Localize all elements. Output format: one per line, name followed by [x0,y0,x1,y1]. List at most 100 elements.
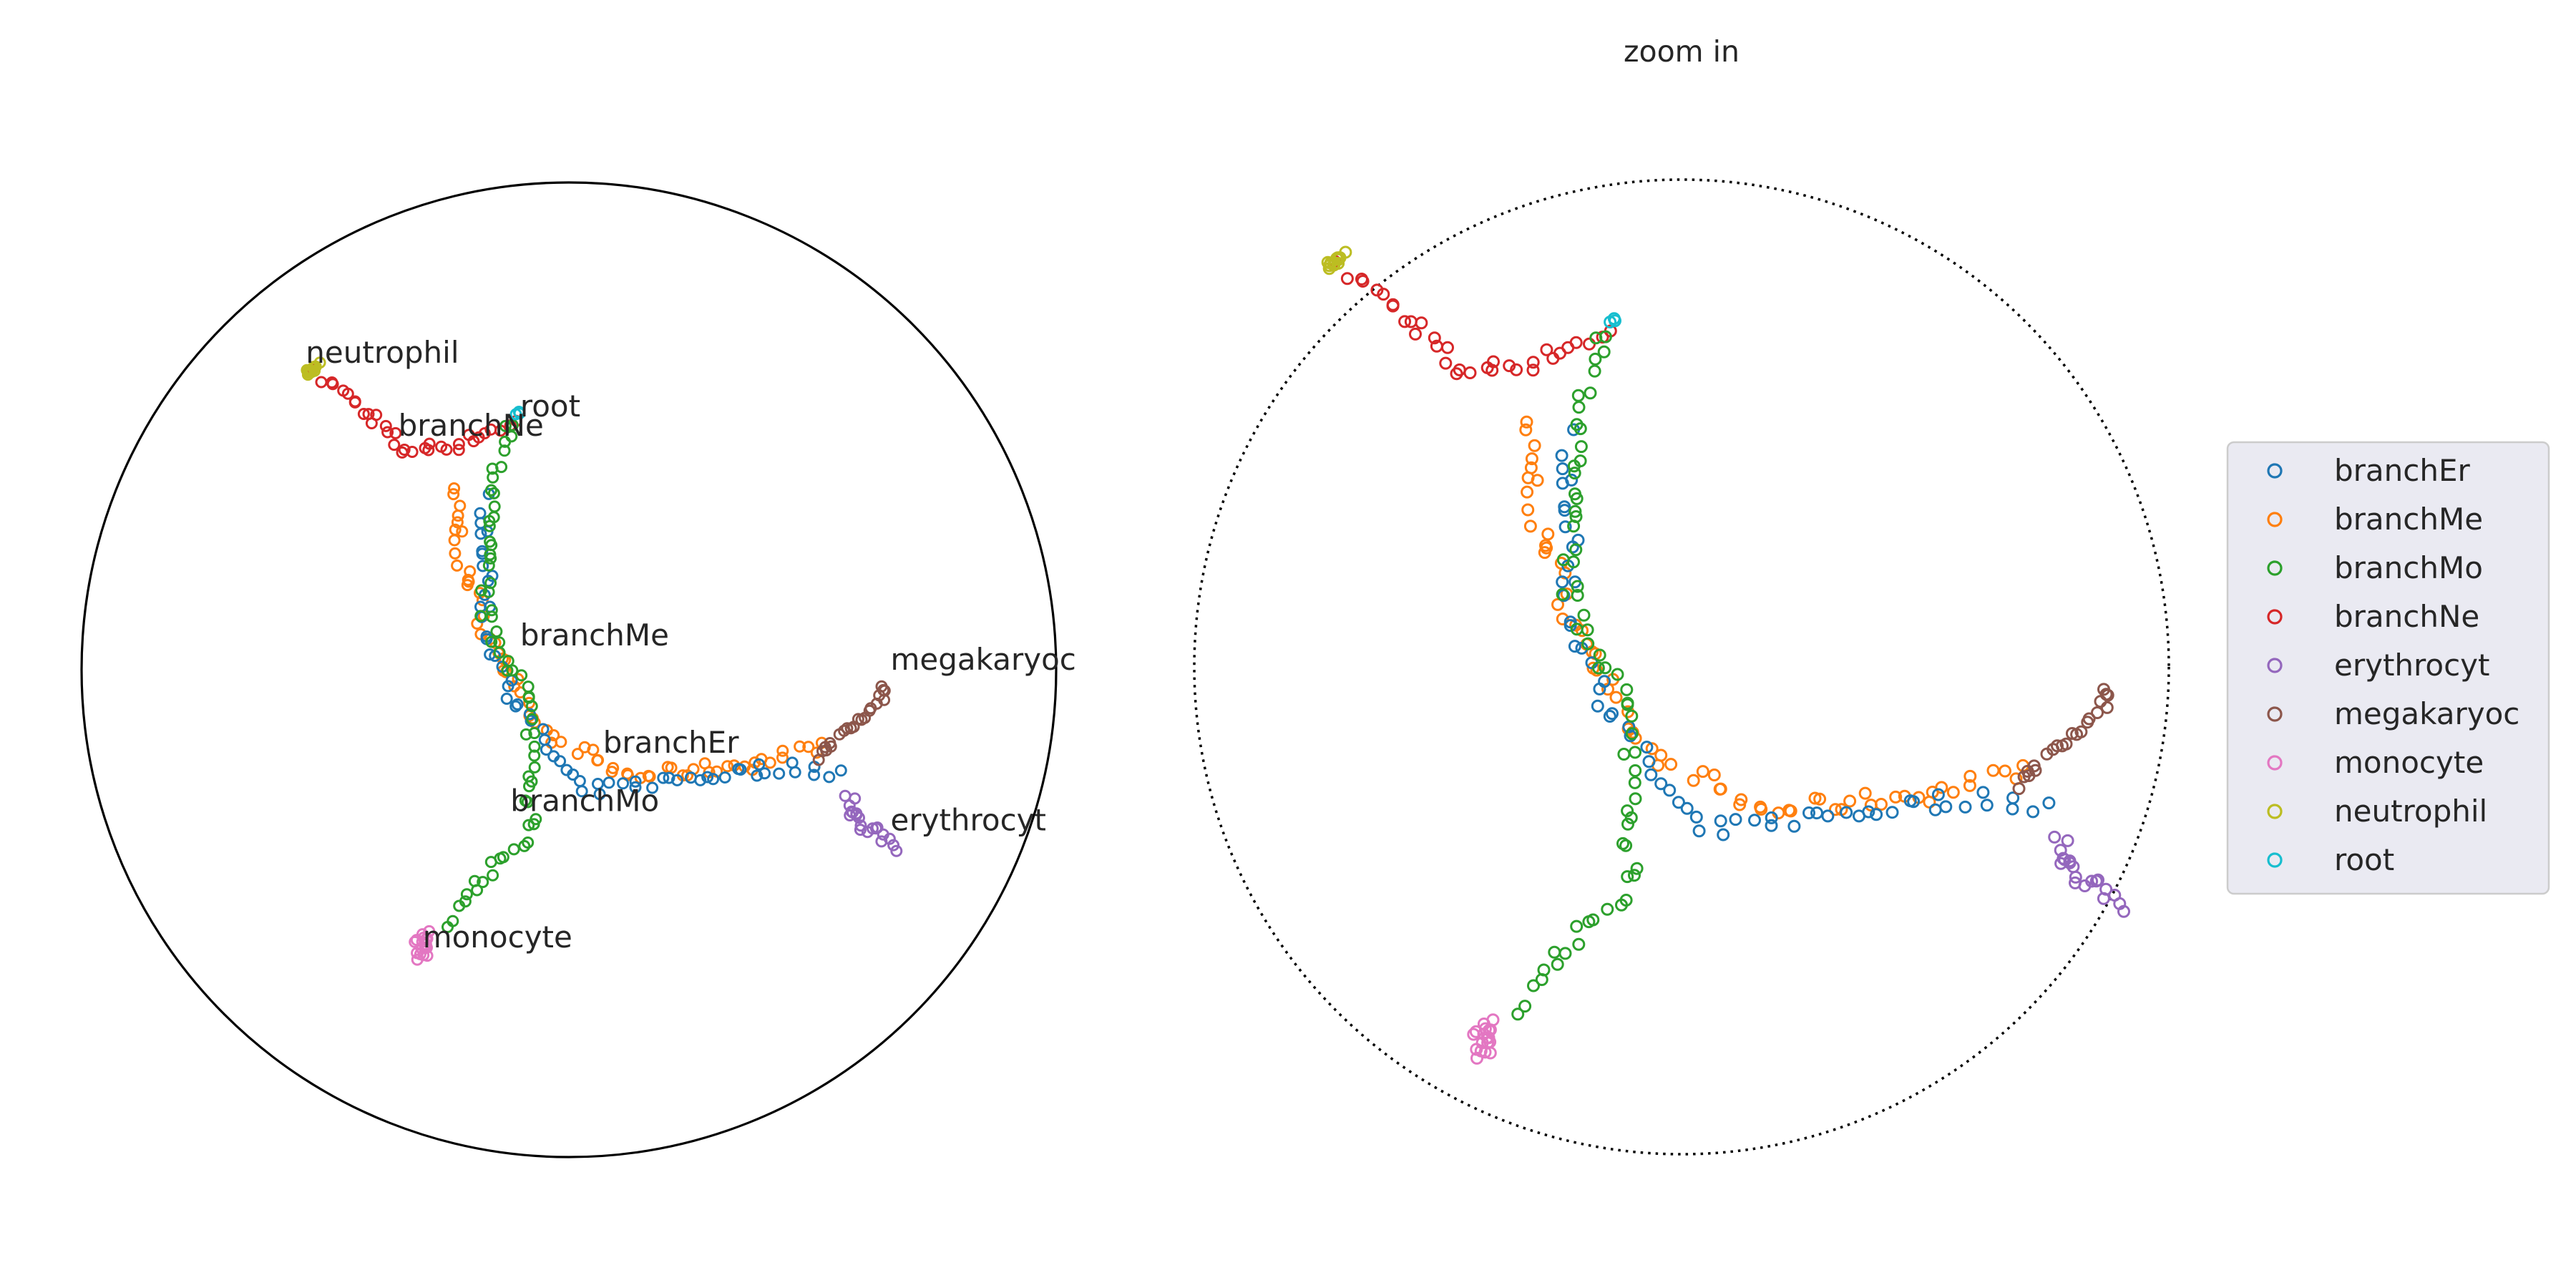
zoom-point-branchMe [1696,765,1709,779]
zoom-point-branchMo [1571,589,1584,602]
zoom-point-branchMe [1935,781,1948,794]
point-branchNe [357,408,370,420]
point-branchMe [447,488,460,501]
zoom-point-branchNe [1439,356,1453,370]
zoom-point-branchEr [1885,806,1899,819]
zoom-point-root [1607,312,1621,326]
zoom-point-branchMo [1591,661,1605,675]
zoom-point-branchNe [1409,327,1422,341]
zoom-point-branchMo [1621,698,1634,711]
zoom-point-megakaryoc [2081,716,2094,729]
point-monocyte [415,942,428,955]
zoom-point-megakaryoc [2059,737,2073,751]
zoom-point-branchMe [1541,527,1555,541]
zoom-point-branchMe [1733,798,1747,811]
zoom-point-branchMo [1551,957,1564,971]
point-branchMe [555,736,567,748]
point-branchEr [474,527,487,540]
point-branchEr [477,560,489,572]
zoom-point-erythrocyt [2048,830,2062,844]
zoom-point-branchMe [1538,546,1551,560]
point-branchMe [461,579,474,592]
point-megakaryoc [838,724,851,737]
zoom-point-branchMo [1625,709,1639,723]
zoom-point-branchMe [1963,779,1976,792]
zoom-point-branchEr [1939,800,1953,814]
zoom-point-megakaryoc [2051,739,2064,753]
point-branchEr [629,781,642,794]
zoom-point-branchMe [1521,485,1534,499]
zoom-point-branchMo [1621,870,1634,884]
full-view-points [301,356,903,966]
point-branchMo [482,585,495,598]
point-branchMe [592,753,605,766]
point-branchEr [509,700,522,713]
point-branchEr [823,771,836,784]
point-branchEr [753,758,766,771]
zoom-point-erythrocyt [2069,870,2082,884]
point-branchEr [808,769,821,781]
legend-label-monocyte: monocyte [2334,745,2484,780]
point-branchEr [701,771,714,784]
zoom-point-branchMo [1586,913,1600,927]
point-branchEr [834,764,847,777]
zoom-point-branchMo [1628,776,1641,789]
zoom-point-branchEr [1765,811,1778,824]
legend-label-megakaryoc: megakaryoc [2334,696,2519,731]
legend-label-erythrocyt: erythrocyt [2334,648,2490,683]
zoom-point-branchEr [1593,682,1606,696]
zoom-point-branchMo [1589,352,1602,366]
point-branchMe [571,748,584,761]
zoom-point-branchEr [1556,462,1569,476]
point-branchMo [487,487,500,499]
zoom-point-branchMo [1527,979,1540,992]
zoom-point-branchMe [1576,624,1589,638]
point-branchMe [448,534,461,547]
point-branchMe [802,741,815,753]
zoom-point-branchEr [1980,799,1994,812]
zoom-point-branchEr [1624,729,1637,743]
legend-label-branchMo: branchMo [2334,550,2483,585]
zoom-point-erythrocyt [2063,856,2077,869]
point-branchMo [483,514,496,527]
zoom-point-branchMo [1581,637,1595,650]
zoom-point-branchMe [1755,802,1768,816]
point-branchMo [474,610,487,623]
point-branchMo [483,519,496,532]
point-branchEr [500,693,513,705]
legend-marker-root [2267,852,2283,868]
zoom-point-branchEr [1563,619,1577,633]
zoom-point-branchMo [1518,1000,1532,1013]
zoom-point-branchMo [1629,792,1642,806]
point-branchMo [471,884,484,897]
point-erythrocyt [850,809,863,821]
zoom-point-branchEr [1802,806,1815,819]
point-branchMo [487,471,499,484]
point-monocyte [421,950,434,962]
zoom-point-branchMe [1551,597,1564,611]
zoom-point-branchMe [1645,742,1659,756]
legend-marker-megakaryoc [2267,706,2283,722]
zoom-point-monocyte [1475,1036,1489,1050]
point-branchNe [348,395,361,408]
point-branchNe [423,437,436,450]
zoom-point-branchNe [1540,343,1553,356]
point-branchMo [484,552,497,565]
point-branchEr [718,771,731,784]
point-branchNe [389,426,402,439]
point-branchNe [440,443,453,456]
point-branchEr [540,743,552,756]
legend-frame [2226,441,2550,895]
point-erythrocyt [854,819,867,832]
point-branchNe [381,426,394,439]
zoom-point-branchMo [1588,364,1601,378]
annotation-branchMo: branchMo [510,784,659,819]
point-branchMo [515,669,528,682]
point-erythrocyt [890,844,903,857]
zoom-point-branchMe [1525,452,1538,466]
point-erythrocyt [853,811,865,824]
zoom-view-panel: zoom in [1193,34,2170,1156]
zoom-point-branchNe [1428,331,1441,345]
point-branchMo [526,713,539,726]
point-branchEr [646,781,659,794]
